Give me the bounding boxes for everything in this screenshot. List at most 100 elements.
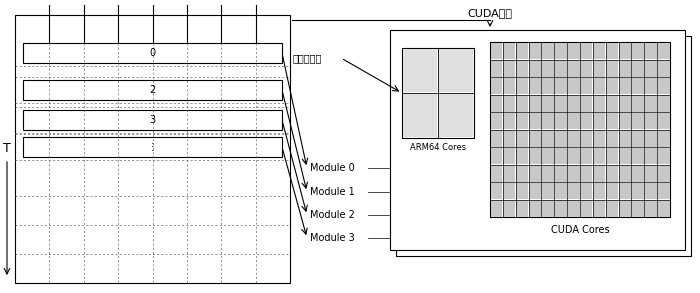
Bar xyxy=(516,200,528,217)
Text: Module 0: Module 0 xyxy=(310,163,355,173)
Bar xyxy=(580,60,592,76)
Text: 2: 2 xyxy=(149,85,155,95)
Bar xyxy=(568,113,580,129)
Bar xyxy=(542,95,554,112)
Bar xyxy=(657,42,669,59)
Bar xyxy=(529,60,541,76)
Bar xyxy=(542,183,554,199)
Bar xyxy=(580,42,592,59)
Bar xyxy=(529,200,541,217)
Bar xyxy=(529,165,541,181)
Text: Module 3: Module 3 xyxy=(310,233,355,243)
Bar xyxy=(606,95,618,112)
Bar xyxy=(632,130,644,146)
Bar xyxy=(555,78,566,94)
Bar xyxy=(657,113,669,129)
Bar xyxy=(645,200,657,217)
Bar xyxy=(403,94,437,137)
Bar xyxy=(542,42,554,59)
Bar xyxy=(645,113,657,129)
Bar xyxy=(657,200,669,217)
Bar xyxy=(580,95,592,112)
Bar xyxy=(503,95,515,112)
Bar xyxy=(439,49,473,92)
Text: Module 2: Module 2 xyxy=(310,210,355,220)
Bar xyxy=(555,183,566,199)
Bar xyxy=(632,165,644,181)
Bar xyxy=(594,113,606,129)
Bar xyxy=(632,147,644,164)
Bar xyxy=(580,130,592,146)
Bar xyxy=(503,147,515,164)
Bar xyxy=(645,78,657,94)
Bar xyxy=(568,165,580,181)
Bar xyxy=(632,60,644,76)
Text: Module 1: Module 1 xyxy=(310,187,355,197)
Bar xyxy=(580,183,592,199)
Bar xyxy=(632,183,644,199)
Bar xyxy=(516,183,528,199)
Bar xyxy=(657,165,669,181)
Bar xyxy=(555,113,566,129)
Bar xyxy=(555,130,566,146)
Bar xyxy=(503,42,515,59)
Bar xyxy=(606,200,618,217)
Bar xyxy=(594,42,606,59)
Bar xyxy=(516,165,528,181)
Bar xyxy=(580,147,592,164)
Bar xyxy=(657,95,669,112)
Text: T: T xyxy=(3,142,11,156)
Bar xyxy=(580,78,592,94)
Bar xyxy=(516,60,528,76)
Bar xyxy=(542,147,554,164)
Bar xyxy=(594,200,606,217)
Bar xyxy=(23,110,282,130)
Bar xyxy=(542,130,554,146)
Bar xyxy=(619,95,631,112)
Bar xyxy=(594,130,606,146)
Bar xyxy=(645,183,657,199)
Bar xyxy=(555,200,566,217)
Bar xyxy=(503,113,515,129)
Bar xyxy=(645,147,657,164)
Bar xyxy=(594,95,606,112)
Bar xyxy=(594,78,606,94)
Bar xyxy=(542,113,554,129)
Bar xyxy=(529,78,541,94)
Bar xyxy=(491,60,503,76)
Bar xyxy=(491,165,503,181)
Bar xyxy=(619,130,631,146)
Bar xyxy=(580,200,592,217)
Bar xyxy=(516,130,528,146)
Bar xyxy=(529,147,541,164)
Bar xyxy=(503,130,515,146)
Bar xyxy=(619,42,631,59)
Text: 多线程并行: 多线程并行 xyxy=(293,53,323,63)
Bar xyxy=(568,60,580,76)
Bar xyxy=(657,130,669,146)
Bar xyxy=(645,165,657,181)
Bar xyxy=(619,147,631,164)
Bar xyxy=(632,200,644,217)
Bar xyxy=(555,60,566,76)
Bar xyxy=(402,48,474,138)
Bar xyxy=(619,200,631,217)
Bar xyxy=(491,183,503,199)
Text: 3: 3 xyxy=(149,115,155,125)
Bar xyxy=(568,78,580,94)
Bar xyxy=(439,94,473,137)
Bar xyxy=(503,60,515,76)
Bar xyxy=(594,147,606,164)
Bar xyxy=(568,200,580,217)
Bar xyxy=(403,49,437,92)
Bar xyxy=(529,95,541,112)
Bar xyxy=(503,200,515,217)
Bar xyxy=(555,147,566,164)
Bar xyxy=(645,95,657,112)
Bar xyxy=(594,60,606,76)
Bar xyxy=(568,42,580,59)
Bar xyxy=(529,130,541,146)
Bar xyxy=(23,137,282,157)
Bar xyxy=(619,78,631,94)
Bar xyxy=(606,42,618,59)
